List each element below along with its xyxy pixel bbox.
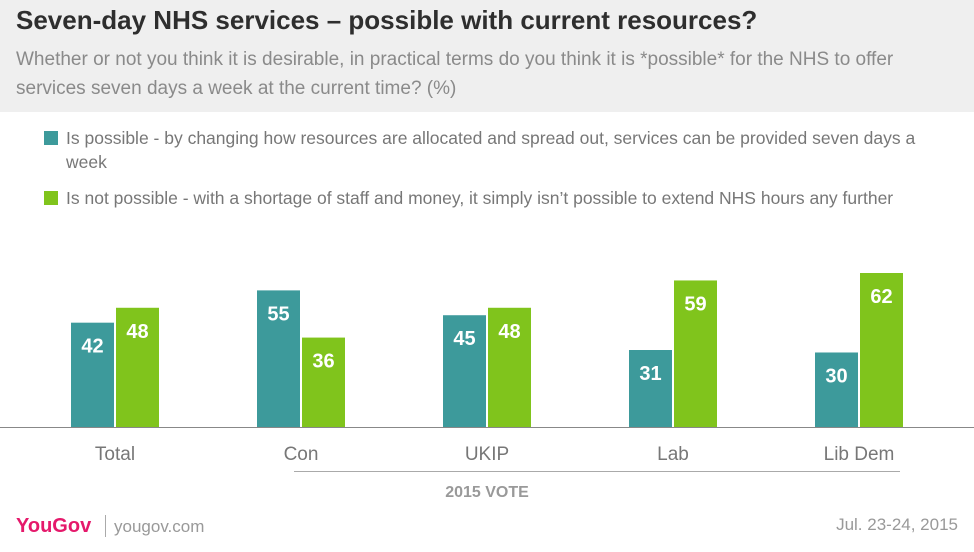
chart-subtitle: Whether or not you think it is desirable… bbox=[16, 49, 894, 99]
bar-possible bbox=[815, 352, 858, 427]
bar-possible bbox=[257, 290, 300, 427]
value-label-possible: 31 bbox=[639, 363, 661, 385]
group-label: 2015 VOTE bbox=[445, 484, 529, 501]
bar-not-possible bbox=[302, 337, 345, 427]
bar-chart: 42 48 Total 55 36 Con 45 48 UKIP 31 59 Lab 30 62 Lib D… bbox=[0, 273, 974, 465]
category-label: Total bbox=[95, 444, 135, 465]
group-bracket-line bbox=[294, 471, 900, 472]
value-label-not-possible: 48 bbox=[126, 321, 148, 343]
bar-possible bbox=[443, 315, 486, 427]
survey-date: Jul. 23-24, 2015 bbox=[836, 515, 958, 534]
legend-item-not-possible: Is not possible - with a shortage of sta… bbox=[44, 186, 944, 236]
category-label: Lib Dem bbox=[824, 444, 895, 465]
category-label: Con bbox=[284, 444, 319, 465]
value-label-not-possible: 36 bbox=[312, 351, 334, 373]
bar-not-possible bbox=[116, 307, 159, 427]
bar-not-possible bbox=[860, 273, 903, 427]
bar-possible bbox=[71, 322, 114, 427]
header-band: Seven-day NHS services – possible with c… bbox=[0, 0, 974, 112]
value-label-possible: 55 bbox=[267, 303, 289, 325]
yougov-logo: YouGov bbox=[16, 515, 92, 537]
value-label-not-possible: 62 bbox=[870, 286, 892, 308]
value-label-possible: 30 bbox=[825, 365, 847, 387]
category-label: UKIP bbox=[465, 444, 509, 465]
legend-label-not-possible: Is not possible - with a shortage of sta… bbox=[66, 188, 894, 208]
value-label-possible: 42 bbox=[81, 336, 103, 358]
value-label-possible: 45 bbox=[453, 328, 475, 350]
bar-possible bbox=[629, 350, 672, 427]
bar-not-possible bbox=[674, 280, 717, 427]
legend-swatch-not-possible bbox=[44, 191, 58, 205]
site-url: yougov.com bbox=[114, 517, 205, 536]
chart-title: Seven-day NHS services – possible with c… bbox=[16, 5, 758, 35]
legend-item-possible: Is possible - by changing how resources … bbox=[44, 126, 944, 176]
legend-label-possible: Is possible - by changing how resources … bbox=[66, 128, 916, 172]
category-label: Lab bbox=[657, 444, 689, 465]
footer-divider bbox=[105, 515, 106, 537]
bar-not-possible bbox=[488, 307, 531, 427]
value-label-not-possible: 59 bbox=[684, 293, 706, 315]
value-label-not-possible: 48 bbox=[498, 321, 520, 343]
legend-swatch-possible bbox=[44, 131, 58, 145]
